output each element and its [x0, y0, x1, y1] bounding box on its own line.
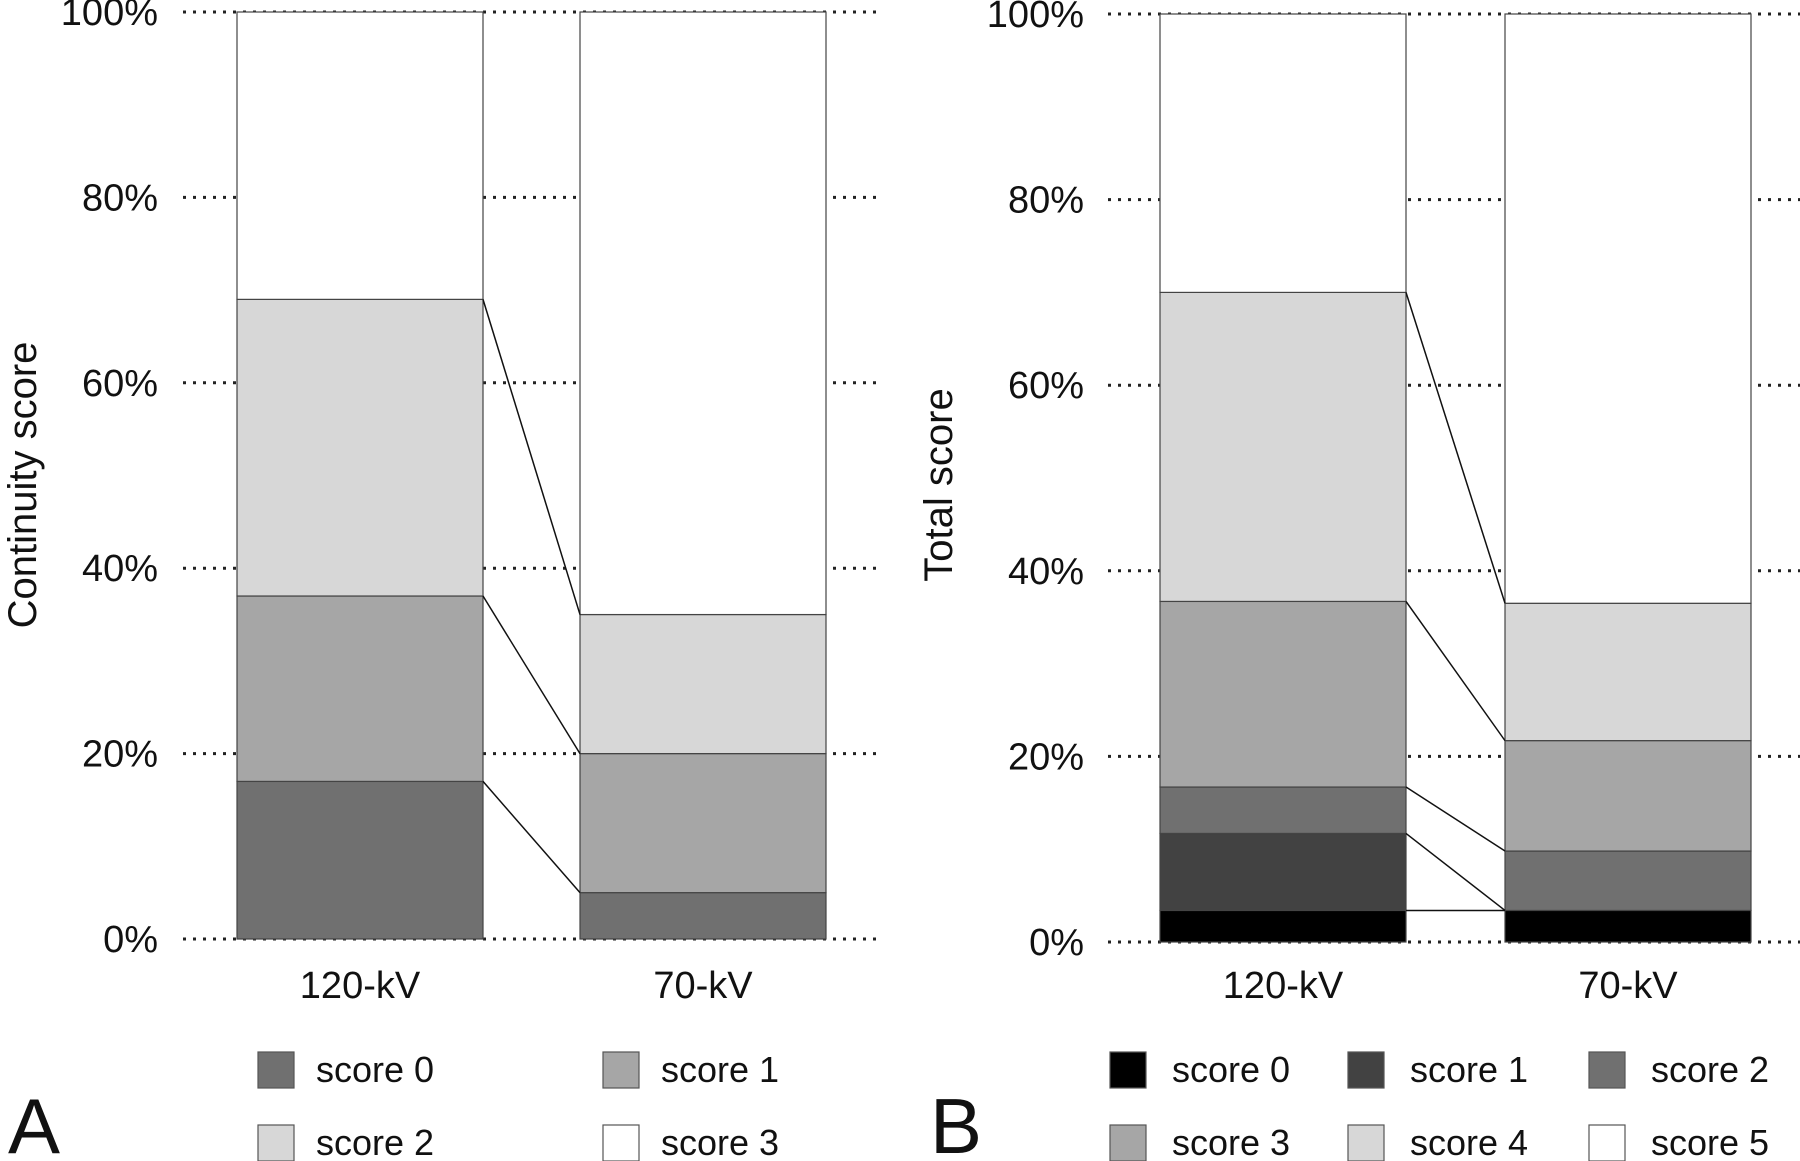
y-tick-label: 100% — [987, 0, 1084, 36]
bar-segment — [1159, 600, 1407, 788]
y-tick-label: 40% — [82, 548, 158, 590]
legend-swatch — [1347, 1051, 1385, 1089]
bar-segment — [1504, 13, 1752, 604]
y-tick-label: 60% — [1008, 365, 1084, 407]
bar-segment — [579, 613, 827, 755]
bar-segment — [1504, 909, 1752, 943]
x-category-label: 70-kV — [1578, 965, 1678, 1007]
bar-segment — [1159, 786, 1407, 835]
x-category-label: 120-kV — [300, 965, 421, 1007]
bar-segment — [579, 892, 827, 940]
legend-label: score 3 — [1172, 1122, 1290, 1161]
legend-swatch — [1588, 1051, 1626, 1089]
x-category-label: 70-kV — [653, 965, 753, 1007]
panel-letter: A — [8, 1082, 60, 1161]
connector-line — [1405, 786, 1506, 852]
bar-segment — [1159, 909, 1407, 943]
legend-label: score 1 — [661, 1049, 779, 1090]
connector-line — [1405, 292, 1506, 604]
bar-segment — [1504, 740, 1752, 852]
bar-segment — [1159, 291, 1407, 603]
legend-label: score 0 — [316, 1049, 434, 1090]
y-tick-label: 60% — [82, 363, 158, 405]
bar-segment — [1504, 850, 1752, 912]
legend-swatch — [1109, 1051, 1147, 1089]
bar-segment — [236, 780, 484, 940]
y-tick-label: 100% — [61, 0, 158, 34]
legend-label: score 1 — [1410, 1049, 1528, 1090]
y-tick-label: 80% — [1008, 180, 1084, 222]
y-tick-label: 20% — [1008, 736, 1084, 778]
y-tick-label: 80% — [82, 177, 158, 219]
legend-swatch — [257, 1051, 295, 1089]
connector-line — [1405, 600, 1506, 742]
x-category-label: 120-kV — [1223, 965, 1344, 1007]
legend-swatch — [257, 1124, 295, 1161]
y-tick-label: 40% — [1008, 551, 1084, 593]
connector-line — [1405, 832, 1506, 912]
bar-segment — [236, 595, 484, 783]
connector-line — [482, 595, 581, 754]
y-tick-label: 20% — [82, 734, 158, 776]
legend-swatch — [1588, 1124, 1626, 1161]
bar-segment — [1159, 13, 1407, 293]
legend-label: score 2 — [1651, 1049, 1769, 1090]
bar-segment — [1159, 832, 1407, 912]
bar-segment — [236, 298, 484, 597]
y-tick-label: 0% — [1029, 922, 1084, 964]
legend-swatch — [602, 1051, 640, 1089]
legend-swatch — [1109, 1124, 1147, 1161]
panel-a: 0% 20% 40% 60% 80% 100% Continuity score 120-kV… — [1, 0, 880, 1161]
legend-label: score 4 — [1410, 1122, 1528, 1161]
connector-line — [482, 299, 581, 615]
connector-line — [482, 780, 581, 894]
bar-segment — [236, 11, 484, 300]
y-axis-label: Total score — [917, 388, 961, 581]
legend-swatch — [1347, 1124, 1385, 1161]
legend-label: score 5 — [1651, 1122, 1769, 1161]
bar-segment — [1504, 602, 1752, 742]
y-axis-label: Continuity score — [1, 342, 45, 629]
legend-label: score 0 — [1172, 1049, 1290, 1090]
y-tick-label: 0% — [103, 919, 158, 961]
legend-swatch — [602, 1124, 640, 1161]
bar-segment — [579, 752, 827, 894]
legend-label: score 2 — [316, 1122, 434, 1161]
panel-b: 0% 20% 40% 60% 80% 100% Total score 120-kV 70-kV… — [917, 0, 1800, 1161]
panel-letter: B — [930, 1082, 982, 1161]
bar-segment — [579, 11, 827, 616]
legend-label: score 3 — [661, 1122, 779, 1161]
